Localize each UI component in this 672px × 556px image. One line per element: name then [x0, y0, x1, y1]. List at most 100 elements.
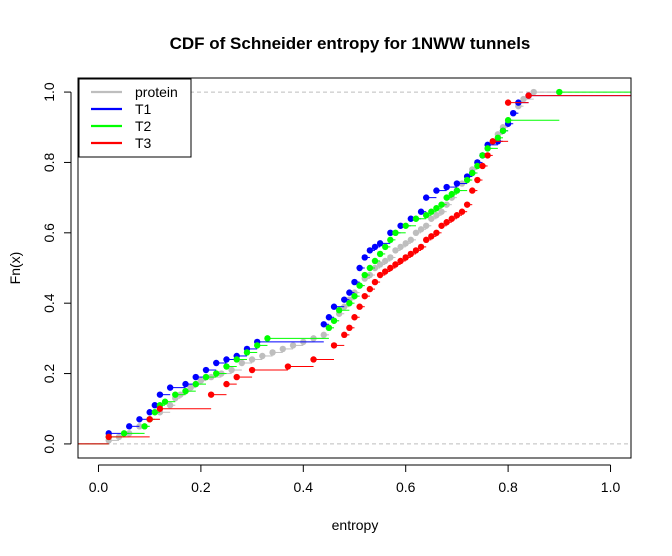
- legend-label-T2: T2: [135, 118, 152, 134]
- series-layer: [78, 88, 631, 445]
- data-point: [366, 285, 374, 293]
- x-axis: 0.0 0.2 0.4 0.6 0.8 1.0: [89, 464, 621, 495]
- data-point: [156, 405, 164, 412]
- data-point: [192, 373, 199, 381]
- data-point: [151, 409, 159, 416]
- data-point: [330, 317, 338, 324]
- series-T2: [78, 88, 631, 445]
- data-point: [422, 212, 430, 219]
- data-point: [361, 292, 368, 300]
- data-point: [382, 257, 389, 265]
- data-point: [182, 387, 189, 395]
- x-tick-label: 0.8: [498, 479, 518, 495]
- data-point: [166, 402, 174, 409]
- data-point: [453, 180, 461, 187]
- data-point: [438, 222, 445, 229]
- data-point: [463, 176, 471, 184]
- x-tick-label: 1.0: [601, 479, 621, 495]
- data-point: [351, 278, 358, 286]
- x-tick-label: 0.4: [294, 479, 314, 495]
- data-point: [254, 342, 261, 349]
- data-point: [356, 303, 363, 310]
- data-point: [397, 222, 404, 229]
- data-point: [525, 92, 532, 99]
- x-axis-label: entropy: [332, 517, 379, 533]
- data-point: [387, 264, 394, 272]
- data-point: [458, 208, 466, 215]
- data-point: [376, 240, 384, 247]
- data-point: [233, 373, 240, 381]
- y-axis-label: Fn(x): [7, 252, 23, 285]
- y-tick-label: 0.2: [41, 364, 57, 384]
- data-point: [223, 363, 230, 370]
- data-point: [474, 176, 481, 184]
- data-point: [371, 278, 379, 286]
- legend-label-protein: protein: [135, 84, 178, 100]
- data-point: [187, 384, 194, 391]
- data-point: [223, 380, 230, 388]
- data-point: [504, 117, 512, 124]
- data-point: [202, 373, 210, 381]
- data-point: [422, 222, 430, 229]
- data-point: [351, 314, 358, 321]
- legend-label-T3: T3: [135, 135, 152, 151]
- data-point: [335, 307, 343, 314]
- data-point: [126, 423, 133, 430]
- data-point: [479, 162, 486, 170]
- data-point: [330, 342, 338, 349]
- data-point: [233, 356, 240, 363]
- data-point: [289, 342, 297, 349]
- data-point: [453, 212, 461, 219]
- data-point: [412, 229, 420, 237]
- y-tick-label: 0.0: [41, 434, 57, 454]
- data-point: [141, 423, 148, 430]
- data-point: [376, 250, 384, 258]
- data-point: [243, 349, 251, 356]
- data-point: [443, 219, 450, 226]
- data-point: [361, 254, 368, 261]
- data-point: [279, 345, 287, 353]
- data-point: [330, 303, 338, 310]
- data-point: [438, 208, 445, 215]
- data-point: [269, 349, 276, 356]
- series-T3: [78, 92, 631, 445]
- data-point: [346, 299, 353, 307]
- data-point: [448, 215, 455, 222]
- data-point: [325, 324, 333, 332]
- y-tick-label: 0.6: [41, 223, 57, 243]
- data-point: [341, 296, 348, 303]
- data-point: [320, 331, 327, 339]
- data-point: [366, 247, 374, 254]
- data-point: [182, 380, 189, 388]
- data-point: [417, 243, 425, 251]
- data-point: [494, 134, 502, 142]
- data-point: [448, 190, 455, 198]
- data-point: [453, 187, 461, 194]
- data-point: [151, 402, 159, 409]
- data-point: [351, 292, 358, 300]
- data-point: [197, 377, 205, 384]
- data-point: [202, 366, 210, 374]
- data-point: [499, 127, 507, 134]
- data-point: [433, 212, 440, 219]
- data-point: [479, 152, 486, 159]
- data-point: [341, 331, 348, 339]
- data-point: [469, 169, 476, 177]
- data-point: [463, 201, 471, 208]
- data-point: [146, 416, 153, 423]
- plot-area-border: [77, 77, 632, 459]
- data-point: [213, 370, 220, 377]
- data-point: [238, 359, 246, 367]
- data-point: [422, 236, 430, 244]
- data-point: [248, 356, 256, 363]
- data-point: [484, 145, 491, 152]
- data-point: [346, 289, 353, 296]
- data-point: [156, 391, 164, 398]
- data-point: [382, 268, 389, 275]
- data-point: [510, 109, 517, 117]
- y-tick-label: 0.4: [41, 293, 57, 313]
- data-point: [207, 391, 215, 398]
- data-point: [443, 194, 450, 201]
- data-point: [402, 240, 409, 247]
- data-point: [356, 282, 363, 289]
